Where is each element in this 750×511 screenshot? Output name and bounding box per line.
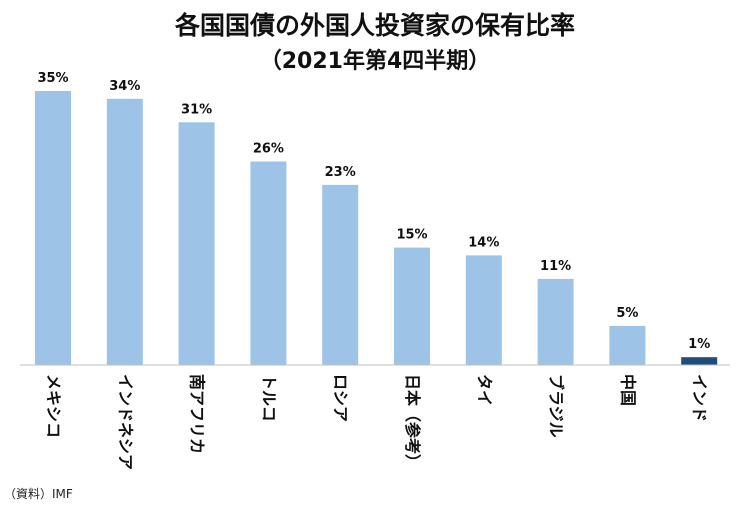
value-label-0: 35%: [37, 71, 68, 86]
chart-subtitle: （2021年第4四半期）: [260, 48, 491, 74]
category-label-4: ロシア: [331, 374, 350, 422]
value-label-8: 5%: [616, 306, 638, 321]
value-labels-group: 35% 34% 31% 26% 23% 15% 14% 11% 5% 1%: [37, 71, 710, 352]
value-label-3: 26%: [253, 142, 284, 157]
category-label-2: 南アフリカ: [188, 374, 207, 454]
category-label-7: ブラジル: [547, 374, 566, 438]
bar-8: [609, 325, 646, 365]
category-label-5: 日本（参考）: [403, 374, 422, 470]
category-label-1: インドネシア: [116, 374, 135, 470]
chart-title: 各国国債の外国人投資家の保有比率: [174, 11, 575, 40]
bar-7: [537, 278, 574, 365]
value-label-9: 1%: [688, 337, 710, 352]
bar-9: [681, 357, 718, 365]
bars-group: [35, 91, 718, 366]
category-label-3: トルコ: [259, 374, 278, 422]
bar-5: [394, 247, 430, 365]
bar-0: [35, 91, 71, 365]
value-label-6: 14%: [468, 235, 499, 250]
value-label-1: 34%: [109, 79, 140, 94]
category-label-6: タイ: [475, 374, 494, 406]
value-label-7: 11%: [540, 259, 571, 274]
value-label-5: 15%: [396, 228, 427, 243]
source-note: （資料）IMF: [4, 487, 73, 501]
category-label-0: メキシコ: [44, 374, 63, 438]
value-label-4: 23%: [325, 165, 356, 180]
category-labels-group: メキシコ インドネシア 南アフリカ トルコ ロシア 日本（参考） タイ ブラジル 中国 インド: [44, 374, 709, 470]
bar-3: [250, 161, 287, 365]
bar-2: [178, 122, 215, 365]
category-label-9: インド: [690, 374, 709, 422]
bar-1: [106, 98, 143, 366]
bar-4: [322, 184, 359, 365]
bar-6: [465, 255, 502, 365]
value-label-2: 31%: [181, 102, 212, 117]
category-label-8: 中国: [618, 374, 637, 406]
